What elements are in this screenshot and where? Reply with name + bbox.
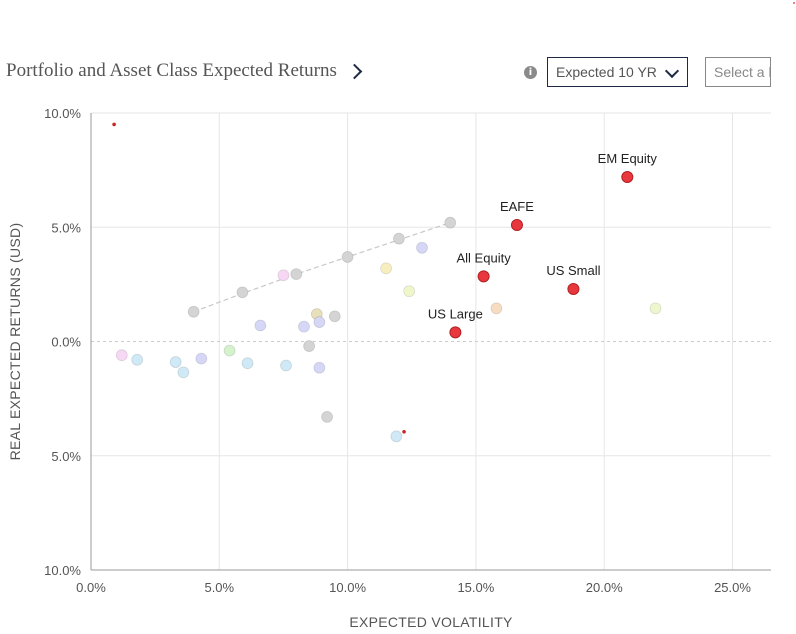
background-point[interactable] (223, 344, 236, 357)
background-point[interactable] (649, 302, 662, 315)
background-point[interactable] (313, 361, 326, 374)
x-tick-label: 25.0% (714, 580, 751, 595)
horizon-select[interactable]: Expected 10 YR (547, 57, 688, 87)
y-tick-label: 5.0% (51, 449, 81, 464)
x-tick-label: 10.0% (329, 580, 366, 595)
trendline (193, 222, 451, 313)
background-point[interactable] (416, 241, 428, 254)
background-point[interactable] (313, 316, 326, 328)
background-point[interactable] (328, 310, 341, 323)
point-label: US Small (546, 263, 600, 278)
corner-marker (793, 2, 795, 4)
background-point[interactable] (277, 269, 290, 282)
point-label: All Equity (457, 250, 512, 265)
small-marker-point (402, 429, 406, 434)
highlighted-point[interactable] (477, 270, 490, 283)
highlighted-point[interactable] (621, 170, 634, 183)
highlighted-point[interactable] (567, 282, 580, 295)
background-point[interactable] (254, 319, 267, 332)
horizon-select-value: Expected 10 YR (556, 64, 657, 80)
x-axis-title: EXPECTED VOLATILITY (349, 614, 513, 630)
y-axis-title: REAL EXPECTED RETURNS (USD) (7, 223, 23, 461)
compare-select[interactable]: Select a l (705, 57, 771, 87)
axes: 0.0% 5.0% 10.0% 15.0% 20.0% 25.0% 10.0% 5.0% 0.0… (44, 106, 771, 595)
trendline-path (193, 222, 451, 313)
background-point[interactable] (241, 357, 254, 370)
background-point[interactable] (187, 305, 200, 318)
point-label: EM Equity (598, 151, 658, 166)
background-point[interactable] (444, 216, 457, 229)
grid-lines (91, 112, 771, 571)
background-point[interactable] (393, 232, 405, 245)
background-point[interactable] (380, 262, 392, 275)
background-point[interactable] (131, 353, 144, 366)
background-point[interactable] (390, 430, 403, 443)
y-tick-label: 10.0% (44, 106, 81, 121)
background-point[interactable] (490, 302, 503, 315)
small-marker-point (112, 122, 116, 127)
background-point[interactable] (195, 352, 208, 365)
page-title-text: Portfolio and Asset Class Expected Retur… (6, 60, 337, 81)
background-point[interactable] (403, 285, 416, 298)
background-point[interactable] (236, 286, 249, 299)
background-point[interactable] (280, 359, 292, 372)
background-point[interactable] (341, 251, 354, 263)
y-tick-label: 10.0% (44, 563, 81, 578)
background-point[interactable] (115, 349, 128, 362)
background-point[interactable] (177, 366, 190, 379)
background-point[interactable] (290, 268, 303, 280)
y-tick-label: 5.0% (51, 220, 81, 235)
x-tick-label: 20.0% (586, 580, 623, 595)
background-point[interactable] (298, 320, 310, 333)
compare-select-placeholder: Select a l (714, 64, 771, 80)
background-point[interactable] (169, 356, 182, 368)
x-tick-label: 0.0% (76, 580, 106, 595)
y-tick-label: 0.0% (51, 335, 81, 350)
background-points (112, 122, 662, 443)
x-tick-label: 5.0% (204, 580, 234, 595)
x-tick-label: 15.0% (457, 580, 494, 595)
background-point[interactable] (303, 340, 316, 352)
background-point[interactable] (321, 411, 333, 423)
highlighted-point[interactable] (449, 326, 462, 339)
page-title[interactable]: Portfolio and Asset Class Expected Retur… (6, 60, 363, 82)
point-label: EAFE (500, 199, 534, 214)
point-label: US Large (428, 306, 483, 321)
highlighted-points: EM Equity EAFE All Equity US Small US Large (428, 151, 658, 339)
info-icon[interactable]: i (524, 66, 537, 79)
highlighted-point[interactable] (510, 218, 523, 231)
